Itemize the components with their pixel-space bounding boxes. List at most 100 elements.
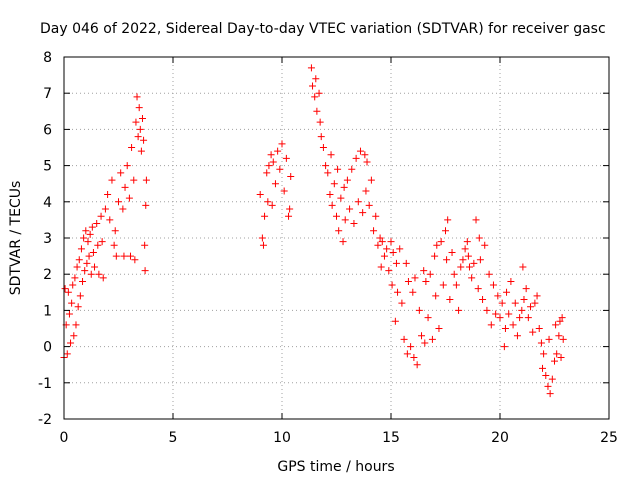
x-tick-label: 10 [273,430,291,446]
data-point [377,263,385,271]
data-point [418,332,426,340]
data-point [457,263,465,271]
data-point [359,209,367,217]
data-point [311,93,319,101]
data-point [287,172,295,180]
data-point [322,162,330,170]
data-point [93,220,101,228]
data-point [444,216,452,224]
data-point [123,162,131,170]
data-point [119,205,127,213]
data-point [402,259,410,267]
data-point [474,285,482,293]
data-point [352,154,360,162]
data-point [263,169,271,177]
data-point [63,350,71,358]
data-point [88,223,96,231]
data-point [140,136,148,144]
y-tick-label: 6 [43,122,52,138]
data-point [108,176,116,184]
data-point [446,296,454,304]
data-point [324,169,332,177]
data-point [120,252,128,260]
data-point [365,201,373,209]
data-point [475,234,483,242]
data-point [483,306,491,314]
data-point [97,212,105,220]
data-point [485,270,493,278]
y-tick-label: 1 [43,303,52,319]
data-point [546,390,554,398]
y-tick-label: 0 [43,340,52,356]
data-point [110,241,118,249]
data-point [259,241,267,249]
y-tick-label: -2 [38,412,52,428]
data-point [492,310,500,318]
data-point [403,350,411,358]
data-point [317,133,325,141]
data-point [333,212,340,220]
data-point [391,317,399,325]
data-point [83,259,91,267]
data-point [472,216,480,224]
data-point [432,292,440,300]
data-point [387,238,395,246]
grid-lines [64,57,609,419]
data-point [134,133,142,141]
data-point [269,158,277,166]
data-point [356,147,364,155]
data-point [396,245,404,253]
data-point [128,144,136,151]
data-point [141,267,149,275]
data-point [141,241,149,249]
data-point [394,288,402,296]
data-point [85,252,93,260]
data-point [267,151,275,159]
data-point [268,201,276,209]
data-point [87,270,95,278]
data-point [398,299,406,307]
data-point [362,187,370,195]
data-point [115,198,122,206]
data-point [374,241,382,249]
data-point [312,75,320,83]
data-point [79,277,87,285]
x-tick-label: 5 [169,430,178,446]
data-point [542,372,550,380]
data-point [442,227,449,235]
data-point [553,350,561,358]
data-point [421,339,429,347]
data-point [99,274,107,282]
data-point [121,183,129,191]
data-point [341,216,349,224]
data-point [489,281,497,289]
data-point [363,158,371,166]
data-point [439,281,447,289]
data-point [533,292,541,300]
data-point [540,350,548,358]
data-point [470,259,478,267]
data-point [518,306,526,314]
data-point [544,382,552,390]
data-point [428,335,436,343]
data-point [535,325,543,332]
data-point [126,252,134,260]
data-point [264,198,272,206]
data-point [286,205,294,213]
data-point [142,201,150,209]
data-point [68,299,76,307]
data-point [65,310,73,318]
data-point [548,375,556,383]
data-point [74,303,82,311]
data-point [328,201,336,209]
data-point [468,274,476,282]
data-point [545,335,553,343]
data-point [307,64,315,72]
data-point [433,241,441,249]
data-point [89,248,97,256]
data-point [552,321,560,329]
data-point [261,212,269,220]
data-point [503,288,511,296]
y-tick-label: -1 [38,376,52,392]
